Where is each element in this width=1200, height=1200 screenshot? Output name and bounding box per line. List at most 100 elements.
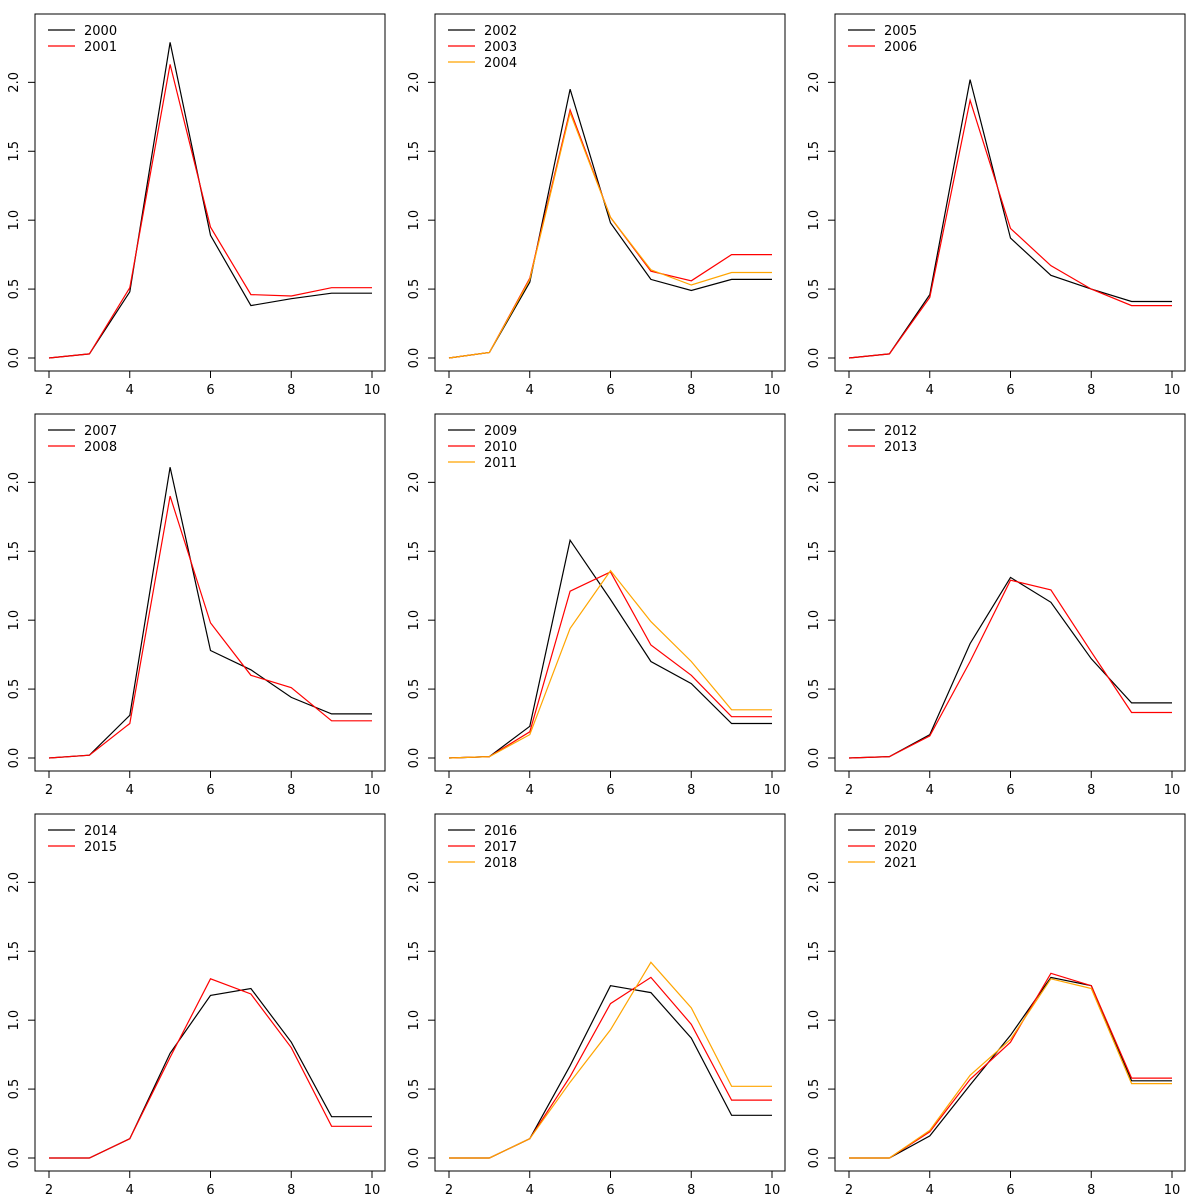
y-tick-label: 1.0	[807, 1010, 822, 1031]
x-tick-label: 10	[764, 783, 781, 798]
y-tick-label: 1.5	[7, 941, 22, 962]
x-tick-label: 6	[206, 1183, 214, 1198]
y-tick-label: 2.0	[807, 872, 822, 893]
legend-label: 2011	[484, 456, 517, 471]
x-tick-label: 6	[1006, 783, 1014, 798]
x-tick-label: 2	[445, 383, 453, 398]
legend-label: 2003	[484, 40, 517, 55]
series-line-2015	[49, 978, 372, 1159]
y-tick-label: 1.5	[7, 141, 22, 162]
x-tick-label: 8	[1087, 1183, 1095, 1198]
x-tick-label: 8	[1087, 383, 1095, 398]
plot-frame	[34, 813, 386, 1172]
plot-frame	[34, 13, 386, 372]
y-tick-label: 0.0	[7, 748, 22, 769]
x-tick-label: 8	[687, 383, 695, 398]
x-tick-label: 10	[1164, 783, 1181, 798]
x-tick-label: 2	[445, 783, 453, 798]
x-tick-label: 10	[1164, 383, 1181, 398]
x-tick-label: 8	[287, 783, 295, 798]
legend-label: 2004	[484, 56, 517, 71]
x-tick-label: 2	[445, 1183, 453, 1198]
y-tick-label: 0.5	[407, 679, 422, 700]
x-tick-label: 2	[845, 783, 853, 798]
x-tick-label: 8	[1087, 783, 1095, 798]
x-tick-label: 8	[687, 1183, 695, 1198]
x-tick-label: 4	[526, 783, 534, 798]
series-line-2010	[448, 571, 772, 759]
series-line-2012	[848, 576, 1172, 759]
series-line-2006	[848, 97, 1172, 359]
x-tick-label: 6	[206, 383, 214, 398]
x-tick-label: 10	[364, 783, 381, 798]
y-tick-label: 2.0	[407, 72, 422, 93]
x-tick-label: 6	[1006, 1183, 1014, 1198]
legend-label: 2001	[84, 40, 117, 55]
x-tick-label: 6	[1006, 383, 1014, 398]
series-line-2000	[48, 42, 372, 359]
x-tick-label: 10	[764, 383, 781, 398]
y-tick-label: 2.0	[407, 472, 422, 493]
series-line-2002	[448, 89, 772, 359]
x-tick-label: 10	[1164, 1183, 1181, 1198]
series-line-2008	[48, 495, 372, 759]
legend-label: 2002	[484, 24, 517, 39]
y-tick-label: 0.0	[807, 1148, 822, 1169]
x-tick-label: 2	[845, 1183, 853, 1198]
x-tick-label: 4	[526, 1183, 534, 1198]
legend-label: 2021	[884, 856, 917, 871]
x-tick-label: 6	[606, 383, 614, 398]
y-tick-label: 2.0	[807, 72, 822, 93]
x-tick-label: 2	[845, 383, 853, 398]
y-tick-label: 0.0	[807, 348, 822, 369]
y-tick-label: 1.0	[807, 610, 822, 631]
y-tick-label: 0.5	[407, 279, 422, 300]
series-line-2004	[448, 110, 772, 359]
y-tick-label: 1.5	[407, 941, 422, 962]
x-tick-label: 4	[926, 383, 934, 398]
y-tick-label: 1.5	[807, 941, 822, 962]
series-line-2005	[848, 79, 1172, 359]
y-tick-label: 0.0	[407, 348, 422, 369]
y-tick-label: 0.0	[407, 1148, 422, 1169]
x-tick-label: 10	[364, 383, 381, 398]
series-line-2013	[848, 579, 1172, 759]
y-tick-label: 1.0	[807, 210, 822, 231]
legend-label: 2000	[84, 24, 117, 39]
x-tick-label: 4	[926, 1183, 934, 1198]
y-tick-label: 0.0	[7, 1148, 22, 1169]
plot-frame	[834, 13, 1186, 372]
legend-label: 2007	[84, 424, 117, 439]
x-tick-label: 2	[45, 383, 53, 398]
series-line-2019	[849, 976, 1172, 1159]
plot-frame	[34, 413, 386, 772]
y-tick-label: 0.5	[807, 1079, 822, 1100]
series-line-2011	[448, 569, 772, 759]
legend-label: 2006	[884, 40, 917, 55]
y-tick-label: 2.0	[7, 872, 22, 893]
legend-label: 2012	[884, 424, 917, 439]
y-tick-label: 1.0	[407, 610, 422, 631]
legend-label: 2010	[484, 440, 517, 455]
x-tick-label: 6	[206, 783, 214, 798]
x-tick-label: 8	[687, 783, 695, 798]
series-line-2021	[849, 978, 1172, 1159]
y-tick-label: 0.0	[7, 348, 22, 369]
x-tick-label: 8	[287, 1183, 295, 1198]
y-tick-label: 0.5	[407, 1079, 422, 1100]
y-tick-label: 1.0	[7, 610, 22, 631]
x-tick-label: 4	[526, 383, 534, 398]
y-tick-label: 1.5	[407, 541, 422, 562]
series-line-2007	[48, 467, 372, 759]
series-line-2014	[49, 987, 372, 1159]
y-tick-label: 0.0	[807, 748, 822, 769]
x-tick-label: 4	[926, 783, 934, 798]
